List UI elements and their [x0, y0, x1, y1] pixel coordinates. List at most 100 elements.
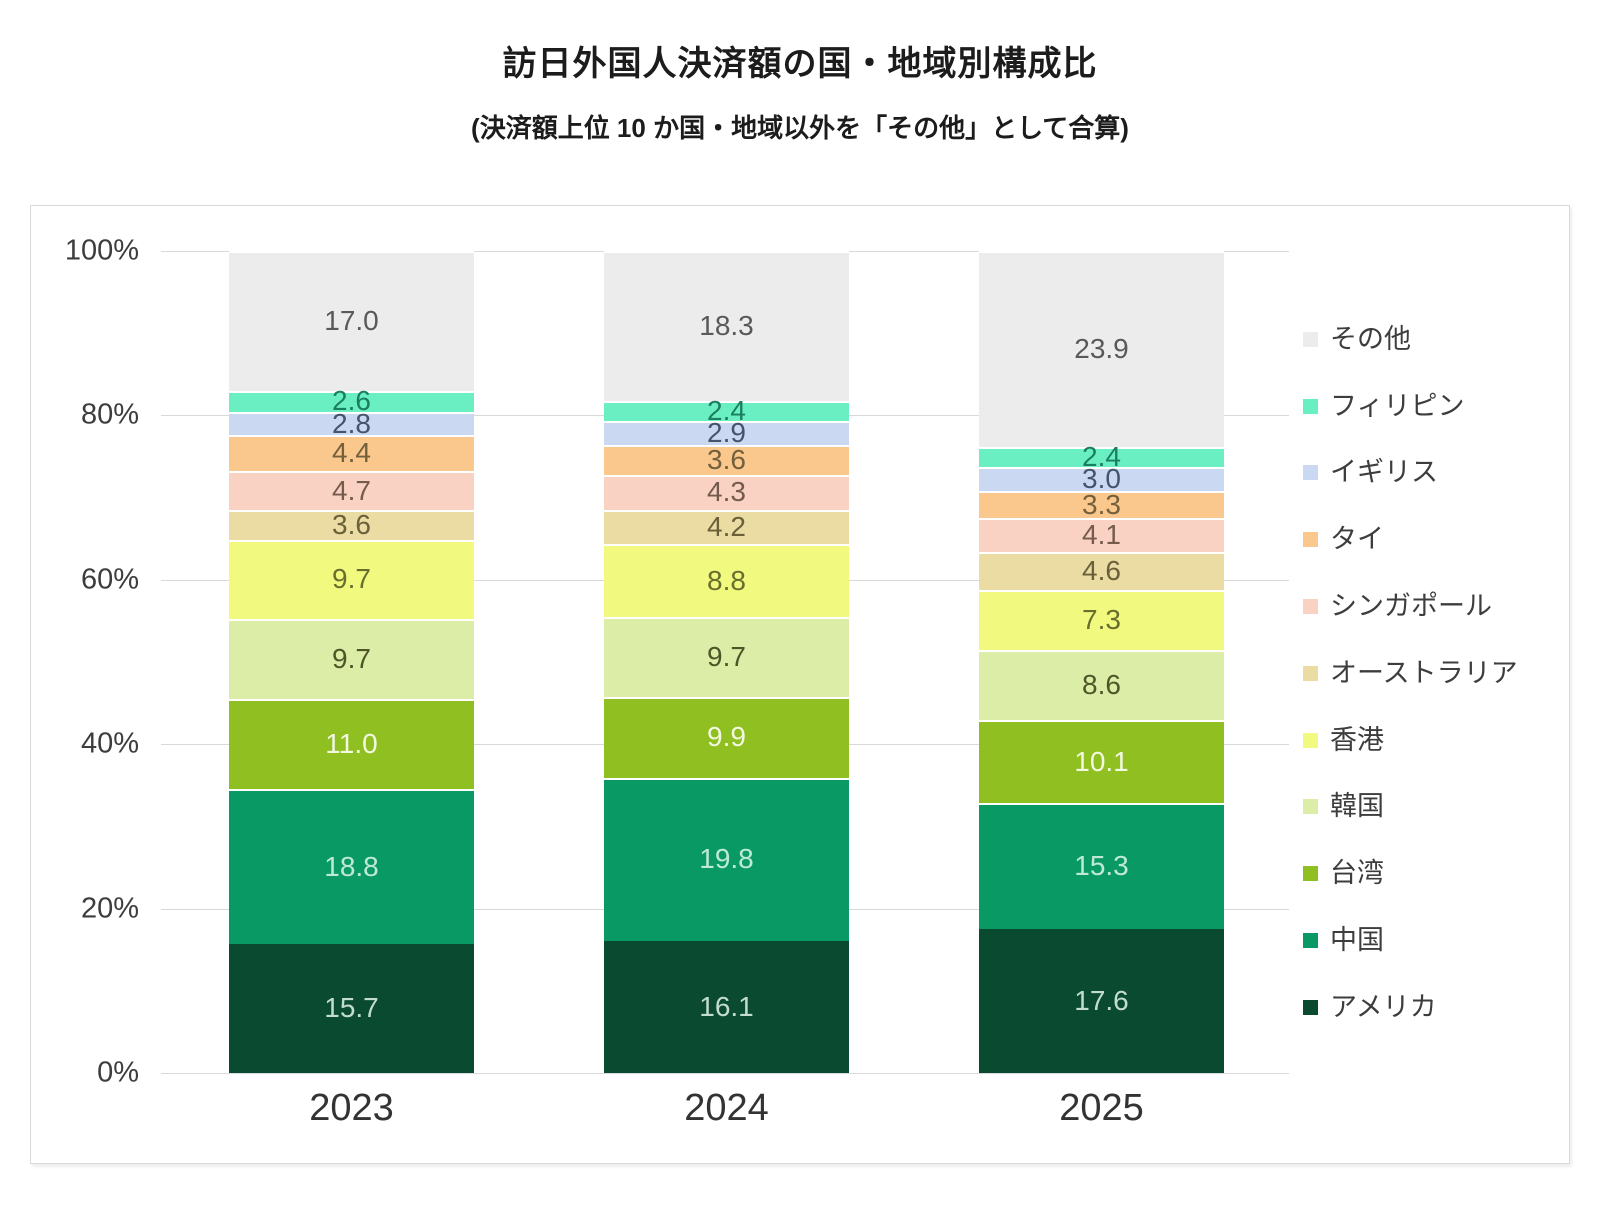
x-axis-label-2025: 2025	[1059, 1087, 1144, 1129]
bar-segment-usa-2024	[604, 940, 849, 1073]
legend-color-swatch-thailand	[1303, 532, 1318, 548]
bar-segment-philippines-2023	[229, 390, 474, 413]
legend-color-swatch-usa	[1303, 999, 1318, 1015]
bar-value-label-australia-2023: 3.6	[332, 508, 371, 540]
x-axis-label-2024: 2024	[684, 1087, 769, 1129]
legend-item-label: 韓国	[1330, 791, 1384, 822]
legend-color-swatch-others	[1303, 331, 1318, 347]
bar-value-label-hongkong-2024: 8.8	[707, 564, 746, 596]
legend-item-label: フィリピン	[1330, 390, 1465, 421]
bar-segment-taiwan-2024	[604, 696, 849, 778]
bar-segment-singapore-2025	[979, 518, 1224, 553]
bar-segment-australia-2023	[229, 509, 474, 540]
bar-segment-usa-2025	[979, 928, 1224, 1073]
legend-item-korea: 韓国	[1303, 774, 1518, 841]
bar-segment-australia-2025	[979, 552, 1224, 590]
bar-segment-hongkong-2025	[979, 589, 1224, 650]
bar-value-label-philippines-2024: 2.4	[707, 395, 746, 427]
legend-color-swatch-uk	[1303, 465, 1318, 481]
bar-segment-taiwan-2023	[229, 698, 474, 790]
legend-item-label: シンガポール	[1330, 591, 1492, 622]
bar-value-label-others-2024: 18.3	[699, 310, 754, 342]
legend-item-label: タイ	[1330, 524, 1384, 555]
bar-segment-singapore-2024	[604, 474, 849, 510]
bar-value-label-korea-2024: 9.7	[707, 640, 746, 672]
bar-value-label-philippines-2023: 2.6	[332, 385, 371, 417]
bar-value-label-usa-2023: 15.7	[324, 992, 379, 1024]
legend-item-label: 台湾	[1330, 858, 1384, 889]
bar-segment-china-2024	[604, 777, 849, 941]
legend-item-uk: イギリス	[1303, 440, 1518, 507]
bar-segment-taiwan-2025	[979, 720, 1224, 804]
chart-area: 100% 80% 60% 40% 20% 0% 15.7 18.8 11.0 9.7 9.7 3.6 4…	[30, 205, 1570, 1164]
bar-value-label-thailand-2023: 4.4	[332, 437, 371, 469]
bar-value-label-singapore-2025: 4.1	[1082, 519, 1121, 551]
bar-value-label-thailand-2024: 3.6	[707, 443, 746, 475]
legend-color-swatch-philippines	[1303, 398, 1318, 414]
bar-value-label-philippines-2025: 2.4	[1082, 440, 1121, 472]
y-axis-tick-label: 60%	[80, 563, 139, 596]
legend-color-swatch-hongkong	[1303, 732, 1318, 748]
bar-segment-philippines-2025	[979, 447, 1224, 467]
legend-item-label: アメリカ	[1330, 991, 1437, 1022]
bar-value-label-usa-2025: 17.6	[1074, 984, 1129, 1016]
y-axis-tick-label: 40%	[80, 727, 139, 760]
bar-segment-china-2025	[979, 803, 1224, 929]
bar-value-label-taiwan-2023: 11.0	[325, 728, 378, 760]
bar-segment-korea-2024	[604, 616, 849, 697]
bar-value-label-australia-2025: 4.6	[1082, 554, 1121, 586]
bar-segment-usa-2023	[229, 943, 474, 1073]
legend-item-label: イギリス	[1330, 457, 1438, 488]
bar-value-label-australia-2024: 4.2	[707, 511, 746, 543]
gridline-0	[161, 1073, 1289, 1074]
bar-value-label-uk-2024: 2.9	[707, 417, 746, 449]
bar-value-label-usa-2024: 16.1	[699, 990, 754, 1022]
legend-item-usa: アメリカ	[1303, 974, 1518, 1041]
bar-segment-others-2024	[604, 251, 849, 402]
bar-value-label-taiwan-2025: 10.1	[1074, 745, 1129, 777]
bar-segment-others-2025	[979, 251, 1224, 448]
bar-value-label-china-2023: 18.8	[324, 850, 379, 882]
legend-item-philippines: フィリピン	[1303, 373, 1518, 440]
legend-item-thailand: タイ	[1303, 506, 1518, 573]
bar-segment-australia-2024	[604, 509, 849, 545]
bar-segment-uk-2024	[604, 421, 849, 445]
bar-segment-uk-2025	[979, 466, 1224, 492]
bar-value-label-thailand-2025: 3.3	[1082, 488, 1121, 520]
bar-value-label-china-2024: 19.8	[699, 843, 754, 875]
legend-item-label: オーストラリア	[1330, 657, 1518, 688]
bar-value-label-singapore-2024: 4.3	[707, 476, 746, 508]
legend-item-label: 香港	[1330, 724, 1384, 755]
bar-value-label-others-2023: 17.0	[324, 304, 379, 336]
bar-value-label-hongkong-2025: 7.3	[1082, 603, 1121, 635]
legend-color-swatch-singapore	[1303, 599, 1318, 615]
bar-value-label-korea-2025: 8.6	[1082, 668, 1121, 700]
chart-subtitle: (決済額上位 10 か国・地域以外を「その他」として合算)	[471, 113, 1129, 143]
y-axis-tick-label: 0%	[97, 1056, 139, 1089]
bar-value-label-uk-2025: 3.0	[1082, 463, 1121, 495]
y-axis-tick-label: 80%	[80, 398, 139, 431]
bar-value-label-china-2025: 15.3	[1074, 849, 1129, 881]
legend-color-swatch-korea	[1303, 799, 1318, 815]
legend-color-swatch-australia	[1303, 665, 1318, 681]
bar-segment-hongkong-2024	[604, 544, 849, 617]
legend-item-label: その他	[1330, 323, 1411, 354]
bar-segment-china-2023	[229, 789, 474, 944]
bar-segment-hongkong-2023	[229, 539, 474, 620]
legend-color-swatch-taiwan	[1303, 866, 1318, 882]
bar-segment-singapore-2023	[229, 471, 474, 510]
bar-segment-korea-2025	[979, 649, 1224, 721]
bar-value-label-singapore-2023: 4.7	[332, 474, 371, 506]
bar-value-label-korea-2023: 9.7	[332, 643, 371, 675]
legend: その他フィリピンイギリスタイシンガポール オーストラリア 香港韓国台湾中国アメリカ	[1303, 306, 1518, 1041]
y-axis-tick-label: 100%	[64, 234, 139, 267]
bar-segment-thailand-2025	[979, 491, 1224, 519]
y-axis-tick-label: 20%	[80, 892, 139, 925]
bar-segment-thailand-2024	[604, 444, 849, 475]
legend-item-label: 中国	[1330, 925, 1384, 956]
legend-color-swatch-china	[1303, 933, 1318, 949]
legend-item-others: その他	[1303, 306, 1518, 373]
bar-segment-uk-2023	[229, 412, 474, 436]
bar-value-label-hongkong-2023: 9.7	[332, 563, 371, 595]
